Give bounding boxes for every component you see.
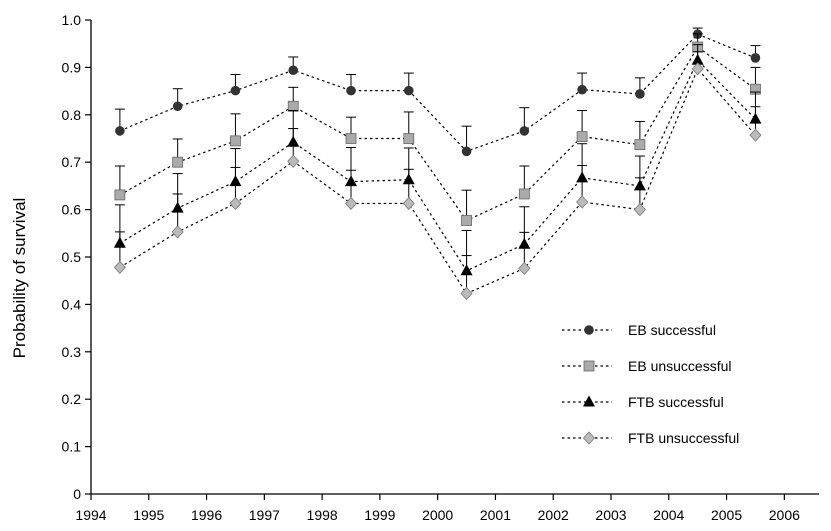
y-tick-label: 0.5: [62, 249, 82, 265]
x-tick-label: 2000: [422, 507, 453, 523]
data-point: [115, 126, 125, 136]
x-tick-label: 2001: [480, 507, 511, 523]
legend-marker: [583, 395, 595, 407]
x-tick-label: 2004: [653, 507, 684, 523]
data-point: [691, 62, 704, 76]
series-ftb-successful: [113, 44, 762, 276]
x-tick-label: 1994: [75, 507, 106, 523]
axes: 0 0.1 0.2 0.3 0.4 0.5 0.6 0.7 0.8 0.9 1.0 1994 1995 1…: [62, 12, 819, 523]
data-point: [345, 133, 357, 144]
y-axis-title: Probability of survival: [10, 198, 29, 359]
data-point: [633, 203, 646, 217]
x-tick-label: 1996: [191, 507, 222, 523]
x-tick-label: 2006: [769, 507, 800, 523]
legend: EB successful EB unsuccessful FTB successf…: [562, 322, 739, 446]
series-line: [119, 33, 756, 152]
x-tick-label: 2005: [711, 507, 742, 523]
series-eb-successful: [114, 27, 761, 157]
data-point: [403, 85, 414, 96]
legend-marker: [584, 325, 594, 335]
legend-label: EB unsuccessful: [628, 358, 732, 374]
y-tick-label: 0: [73, 486, 81, 502]
data-point: [171, 225, 184, 239]
data-point: [635, 89, 645, 99]
y-tick-label: 0.8: [62, 107, 82, 123]
legend-marker: [583, 360, 595, 372]
y-tick-label: 0.7: [62, 154, 82, 170]
data-point: [229, 196, 242, 211]
series-line: [119, 59, 756, 272]
y-tick-label: 0.4: [62, 296, 82, 312]
series-ftb-unsuccessful: [113, 51, 762, 301]
legend-marker: [582, 431, 596, 445]
x-tick-label: 1999: [364, 507, 395, 523]
x-tick-label: 2003: [595, 507, 626, 523]
legend-label: EB successful: [628, 322, 716, 338]
data-point: [461, 146, 472, 157]
data-point: [230, 85, 241, 96]
series-layer: [113, 27, 762, 301]
legend-entry: FTB successful: [562, 394, 724, 410]
data-point: [576, 131, 588, 143]
data-point: [172, 156, 184, 168]
data-point: [461, 215, 472, 226]
data-point: [113, 260, 126, 275]
legend-label: FTB successful: [628, 394, 724, 410]
series-line: [119, 46, 756, 222]
y-tick-label: 0.3: [62, 344, 82, 360]
data-point: [634, 139, 646, 151]
y-tick-label: 0.9: [62, 59, 82, 75]
data-point: [287, 154, 300, 168]
x-tick-label: 1998: [307, 507, 338, 523]
data-point: [518, 261, 531, 275]
y-tick-label: 0.6: [62, 202, 82, 218]
x-tick-label: 2002: [538, 507, 569, 523]
series-eb-unsuccessful: [114, 33, 761, 226]
y-tick-label: 1.0: [62, 12, 82, 28]
legend-entry: FTB unsuccessful: [562, 430, 739, 446]
data-point: [344, 196, 358, 211]
series-line: [119, 67, 756, 295]
data-point: [402, 196, 415, 211]
data-point: [519, 126, 530, 136]
x-tick-label: 1997: [249, 507, 280, 523]
legend-entry: EB unsuccessful: [562, 358, 732, 374]
data-point: [287, 100, 299, 112]
data-point: [518, 188, 530, 200]
data-point: [114, 189, 126, 201]
legend-label: FTB unsuccessful: [628, 430, 739, 446]
data-point: [577, 84, 587, 95]
data-point: [172, 101, 183, 112]
data-point: [230, 135, 241, 147]
data-point: [749, 128, 762, 142]
data-point: [750, 53, 761, 63]
legend-entry: EB successful: [562, 322, 716, 338]
y-tick-label: 0.1: [62, 439, 82, 455]
data-point: [460, 286, 473, 301]
data-point: [403, 133, 415, 144]
data-point: [288, 65, 299, 76]
x-tick-label: 1995: [133, 507, 164, 523]
data-point: [576, 195, 589, 209]
y-tick-label: 0.2: [62, 391, 82, 407]
data-point: [346, 85, 356, 96]
